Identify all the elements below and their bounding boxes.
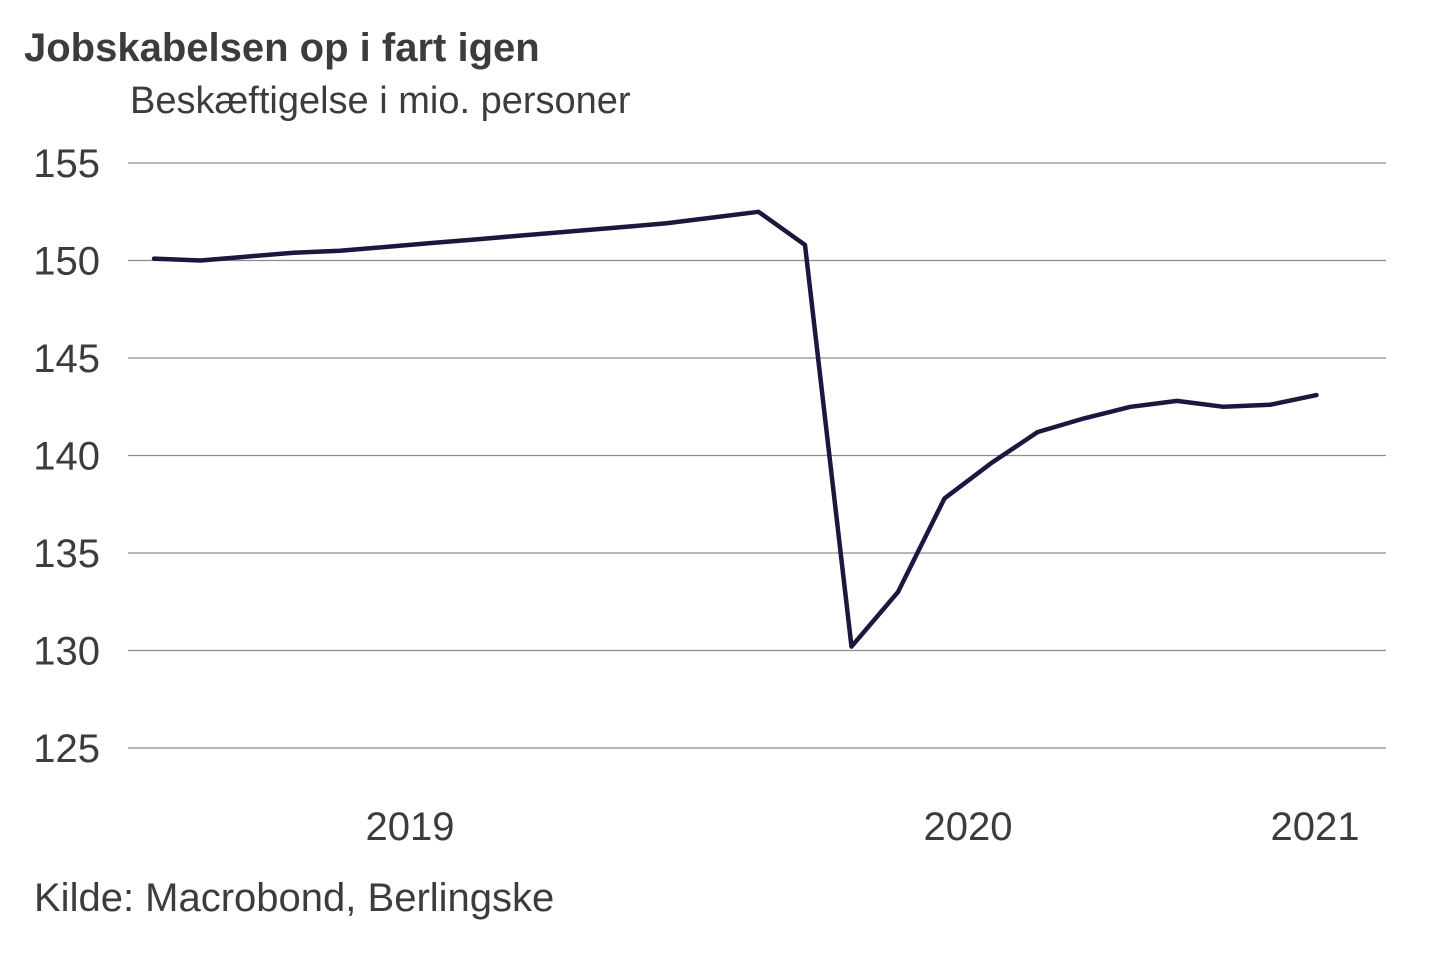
- chart-title: Jobskabelsen op i fart igen: [24, 26, 540, 70]
- y-tick-label: 135: [33, 532, 100, 576]
- x-axis-ticks: 2019 2020 2021: [366, 805, 1360, 849]
- y-tick-label: 155: [33, 142, 100, 186]
- y-axis-ticks: 155 150 145 140 135 130 125: [33, 142, 100, 771]
- y-tick-label: 150: [33, 240, 100, 284]
- y-tick-label: 145: [33, 337, 100, 381]
- gridlines: [128, 162, 1386, 749]
- chart-subtitle: Beskæftigelse i mio. personer: [130, 80, 631, 122]
- series-group: [151, 209, 1319, 649]
- chart-source: Kilde: Macrobond, Berlingske: [34, 876, 555, 920]
- x-tick-label: 2019: [366, 805, 455, 849]
- y-tick-label: 140: [33, 435, 100, 479]
- series-line: [151, 209, 1319, 649]
- y-tick-label: 125: [33, 727, 100, 771]
- x-tick-label: 2021: [1271, 805, 1360, 849]
- x-tick-label: 2020: [924, 805, 1013, 849]
- y-tick-label: 130: [33, 630, 100, 674]
